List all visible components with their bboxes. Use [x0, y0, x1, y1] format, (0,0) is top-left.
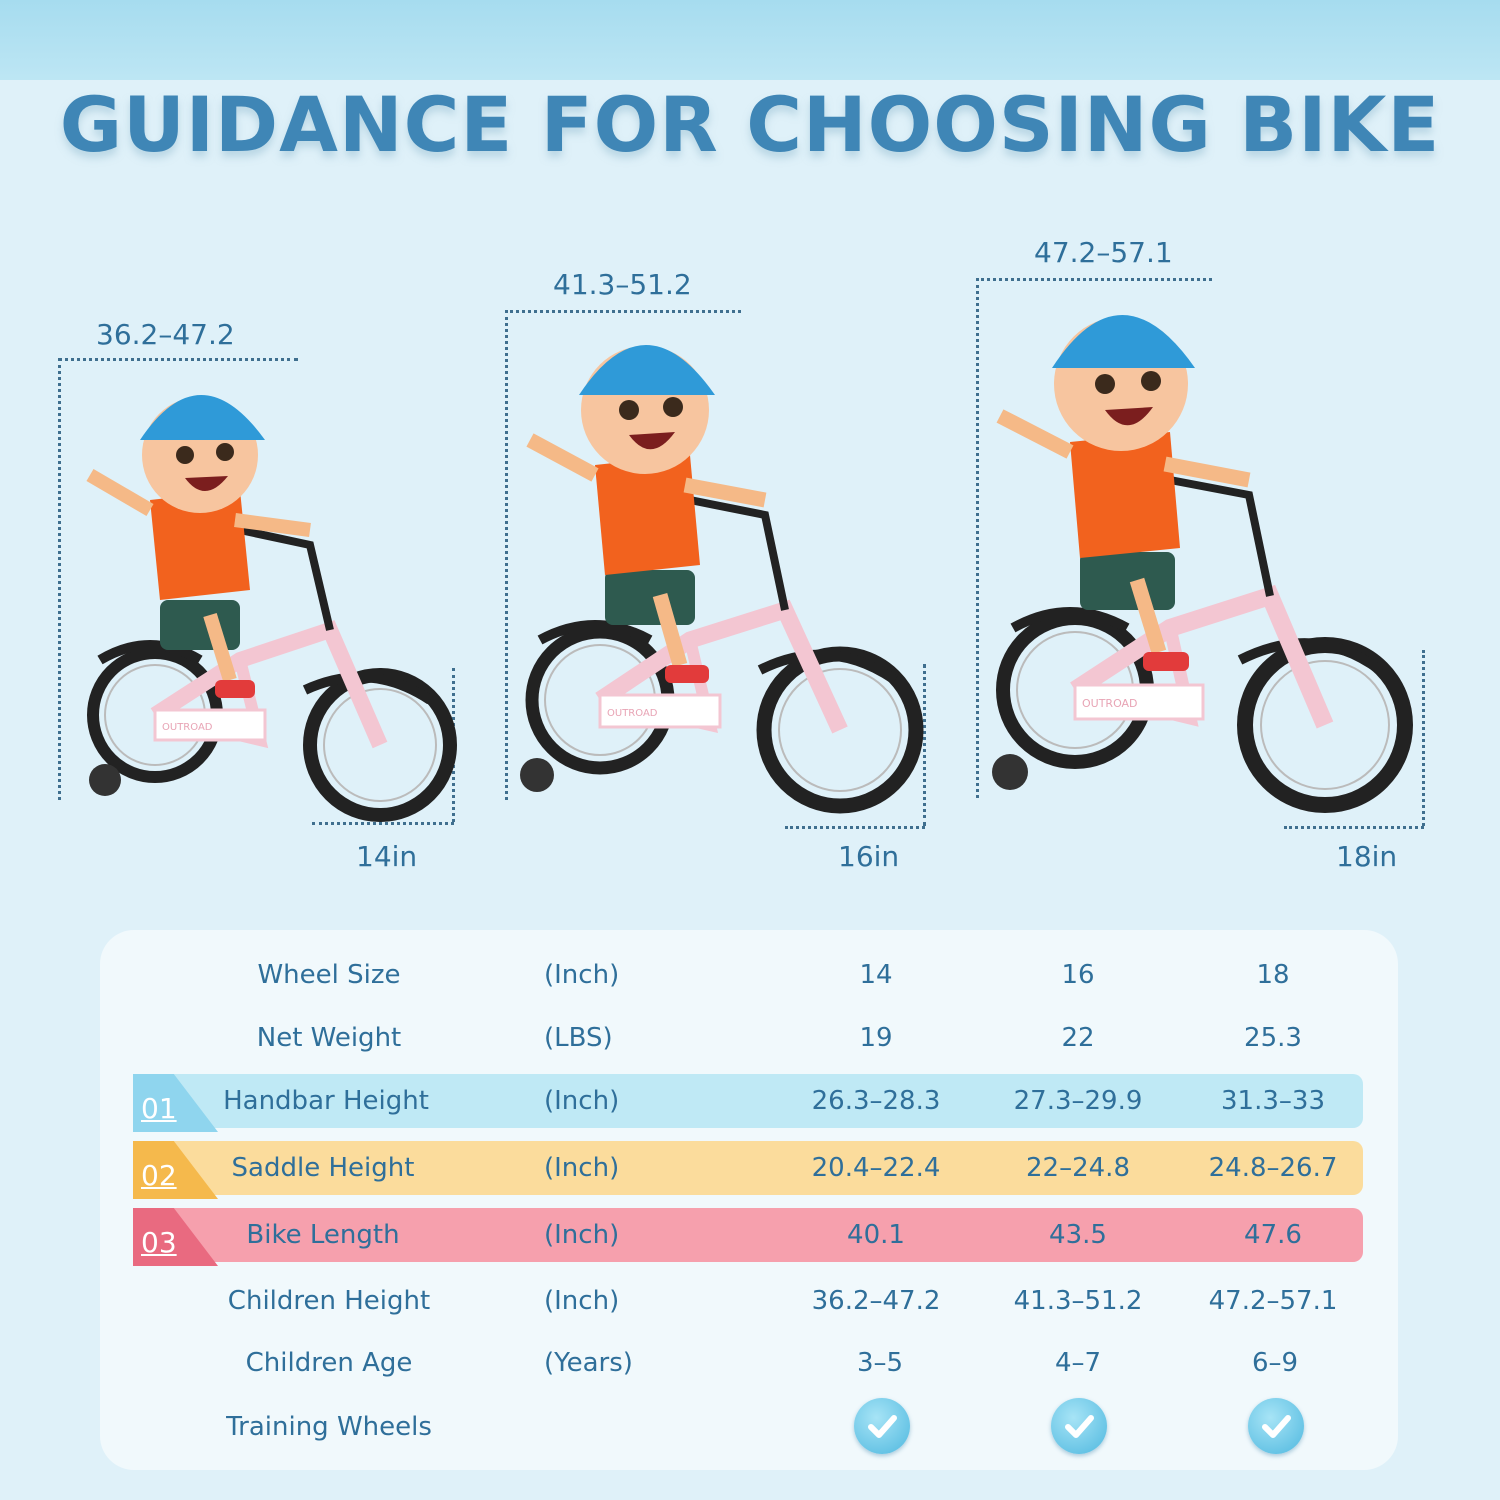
wheel-size-label: 16in: [838, 840, 900, 873]
row-value: 22: [1061, 1023, 1095, 1053]
row-label: Handbar Height: [223, 1086, 429, 1116]
child-on-bike-illustration: OUTROAD: [520, 345, 924, 814]
check-icon: [854, 1398, 910, 1454]
row-value: 4–7: [1054, 1348, 1102, 1378]
row-value: 47.2–57.1: [1208, 1286, 1338, 1316]
row-badge: 02: [141, 1159, 177, 1192]
row-value: 26.3–28.3: [811, 1086, 941, 1116]
row-value: 31.3–33: [1221, 1086, 1325, 1116]
top-banner: [0, 0, 1500, 80]
row-value: 20.4–22.4: [811, 1153, 941, 1183]
wheel-size-label: 18in: [1336, 840, 1398, 873]
brand-label: OUTROAD: [1082, 697, 1138, 710]
row-label: Training Wheels: [226, 1412, 432, 1442]
row-value: 47.6: [1244, 1220, 1302, 1250]
brand-label: OUTROAD: [162, 722, 213, 733]
row-label: Children Age: [245, 1348, 413, 1378]
dimension-line-top: [58, 358, 298, 361]
row-value: 25.3: [1244, 1023, 1302, 1053]
row-unit: (Inch): [544, 1286, 620, 1316]
row-band-handbar: 01: [133, 1074, 1363, 1132]
row-unit: (Years): [544, 1348, 633, 1378]
dimension-line-bottom: [785, 826, 925, 829]
row-label: Net Weight: [256, 1023, 402, 1053]
row-value: 27.3–29.9: [1013, 1086, 1143, 1116]
dimension-line-right: [923, 664, 926, 826]
figure-height-range: 41.3–51.2: [553, 268, 692, 301]
row-badge: 03: [141, 1226, 177, 1259]
dimension-line-left: [505, 310, 508, 800]
figure-height-range: 36.2–47.2: [96, 318, 235, 351]
row-badge: 01: [141, 1092, 177, 1125]
row-label: Children Height: [227, 1286, 431, 1316]
check-icon: [1248, 1398, 1304, 1454]
dimension-line-right: [1422, 650, 1425, 826]
check-icon: [1051, 1398, 1107, 1454]
row-value: 3–5: [856, 1348, 904, 1378]
row-unit: (LBS): [544, 1023, 613, 1053]
dimension-line-left: [58, 358, 61, 800]
wheel-size-label: 14in: [356, 840, 418, 873]
row-value: 41.3–51.2: [1013, 1286, 1143, 1316]
row-value: 14: [859, 960, 893, 990]
row-label: Bike Length: [246, 1220, 400, 1250]
dimension-line-left: [976, 278, 979, 798]
row-unit: (Inch): [544, 1086, 620, 1116]
child-on-bike-illustration: OUTROAD: [86, 395, 457, 822]
row-value: 22–24.8: [1026, 1153, 1130, 1183]
row-unit: (Inch): [544, 960, 620, 990]
dimension-line-bottom: [1284, 826, 1424, 829]
dimension-line-top: [976, 278, 1212, 281]
row-label: Saddle Height: [231, 1153, 415, 1183]
dimension-line-top: [505, 310, 741, 313]
row-value: 24.8–26.7: [1208, 1153, 1338, 1183]
size-chart-table: [100, 930, 1398, 1470]
row-unit: (Inch): [544, 1153, 620, 1183]
row-band-saddle: 02: [133, 1141, 1363, 1199]
row-value: 18: [1256, 960, 1290, 990]
row-value: 40.1: [847, 1220, 905, 1250]
row-value: 19: [859, 1023, 893, 1053]
brand-label: OUTROAD: [607, 708, 658, 719]
row-unit: (Inch): [544, 1220, 620, 1250]
row-value: 6–9: [1251, 1348, 1299, 1378]
row-value: 16: [1061, 960, 1095, 990]
row-band-bike-length: 03: [133, 1208, 1363, 1266]
page-title: GUIDANCE FOR CHOOSING BIKE: [59, 80, 1441, 169]
figure-height-range: 47.2–57.1: [1034, 236, 1173, 269]
row-value: 43.5: [1049, 1220, 1107, 1250]
row-value: 36.2–47.2: [811, 1286, 941, 1316]
row-label: Wheel Size: [257, 960, 401, 990]
child-on-bike-illustration: OUTROAD: [992, 315, 1413, 813]
dimension-line-bottom: [312, 822, 454, 825]
